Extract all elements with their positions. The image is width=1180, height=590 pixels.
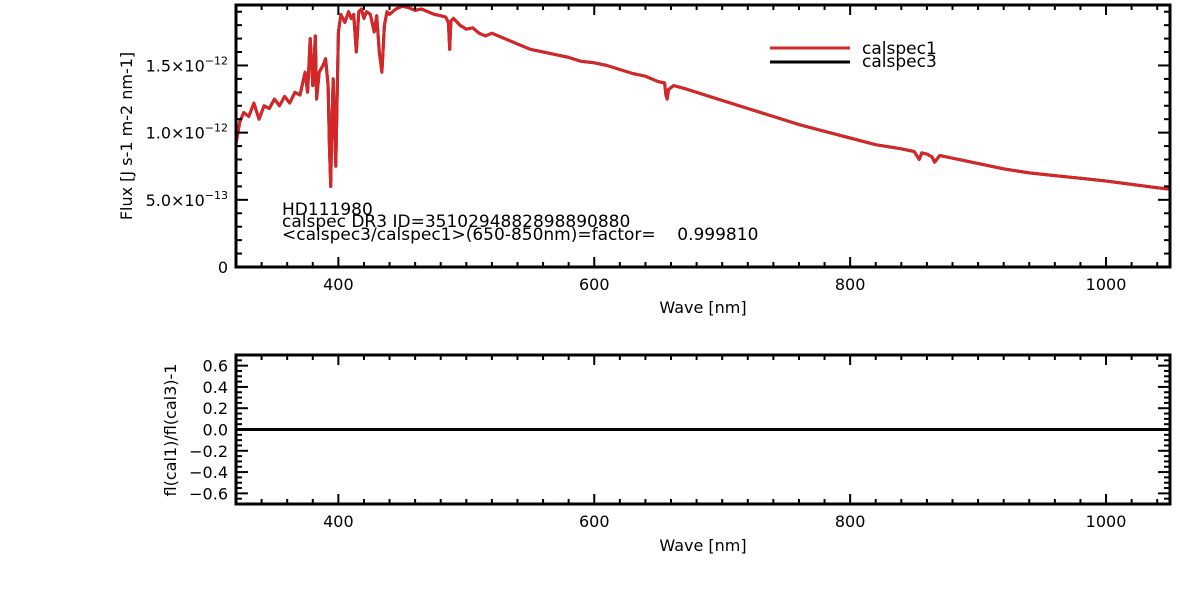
flux-x-axis-label: Wave [nm] xyxy=(659,298,746,317)
flux-x-tick-label: 800 xyxy=(835,275,866,294)
ratio-y-tick-label: 0.4 xyxy=(203,378,228,397)
ratio-y-tick-label: 0.2 xyxy=(203,399,228,418)
flux-series-group xyxy=(236,6,1170,189)
flux-series-calspec1 xyxy=(236,6,1170,189)
flux-y-tick-label: 5.0×10−13 xyxy=(146,189,228,210)
flux-y-tick-label: 1.5×10−12 xyxy=(146,54,228,75)
flux-y-axis-label: Flux [J s-1 m-2 nm-1] xyxy=(117,52,136,220)
flux-x-tick-labels: 400 600 800 1000 xyxy=(323,275,1126,294)
ratio-y-axis-label: fl(cal1)/fl(cal3)-1 xyxy=(161,364,180,497)
flux-x-tick-label: 1000 xyxy=(1086,275,1127,294)
flux-x-tick-label: 600 xyxy=(579,275,610,294)
ratio-x-tick-label: 400 xyxy=(323,512,354,531)
annotation-factor: <calspec3/calspec1>(650-850nm)=factor= 0… xyxy=(282,225,758,245)
ratio-y-tick-label: −0.2 xyxy=(189,442,228,461)
flux-y-tick-label: 1.0×10−12 xyxy=(146,122,228,143)
legend-label-calspec3: calspec3 xyxy=(862,52,937,72)
flux-panel: 400 600 800 1000 0 5.0×10−13 1.0×10−12 1.5×10−… xyxy=(117,5,1170,317)
flux-series-calspec3 xyxy=(236,6,1170,189)
ratio-x-tick-label: 1000 xyxy=(1086,512,1127,531)
ratio-x-tick-label: 600 xyxy=(579,512,610,531)
ratio-y-tick-label: 0.6 xyxy=(203,357,228,376)
ratio-x-tick-labels: 400 600 800 1000 xyxy=(323,512,1126,531)
ratio-y-tick-label: −0.4 xyxy=(189,463,228,482)
flux-x-tick-label: 400 xyxy=(323,275,354,294)
ratio-y-tick-label: −0.6 xyxy=(189,484,228,503)
ratio-y-tick-labels: −0.6 −0.4 −0.2 0.0 0.2 0.4 0.6 xyxy=(189,357,228,504)
ratio-panel: 400 600 800 1000 −0.6 −0.4 −0.2 0.0 0.2 0.4 0.6 W… xyxy=(161,355,1170,555)
legend: calspec1 calspec3 xyxy=(770,39,937,72)
ratio-y-tick-label: 0.0 xyxy=(203,421,228,440)
flux-y-tick-label: 0 xyxy=(218,258,228,277)
ratio-x-tick-label: 800 xyxy=(835,512,866,531)
flux-y-tick-labels: 0 5.0×10−13 1.0×10−12 1.5×10−12 xyxy=(146,54,228,277)
ratio-x-axis-label: Wave [nm] xyxy=(659,536,746,555)
